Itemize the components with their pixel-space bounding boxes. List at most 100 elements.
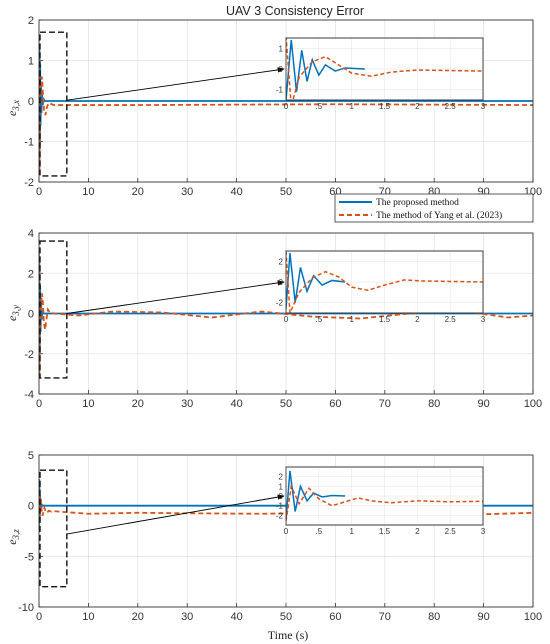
inset-x-tick-label: 2: [415, 527, 420, 536]
inset-y-tick-label: 0: [279, 492, 284, 501]
inset-border: [285, 37, 484, 101]
y-tick-label: 4: [28, 228, 34, 240]
inset-y-tick-label: -2: [276, 299, 284, 308]
inset-series-line-yang: [286, 251, 483, 313]
inset-series-line-yang: [286, 483, 483, 522]
inset-x-tick-label: 3: [481, 527, 486, 536]
axes-frame: [38, 19, 534, 183]
x-tick-label: 90: [477, 611, 489, 623]
chart-title: UAV 3 Consistency Error: [226, 4, 364, 18]
inset-x-tick-label: 0: [284, 527, 289, 536]
ylabel-e3x-base: e: [5, 110, 19, 116]
legend-box: [334, 193, 534, 223]
inset-y-tick-label: 0: [279, 278, 284, 287]
y-tick-label: 5: [28, 450, 34, 462]
ylabel-e3z-base: e: [5, 539, 19, 545]
inset-x-tick-label: 1: [349, 102, 354, 111]
x-tick-label: 20: [132, 611, 144, 623]
inset-series-line-yang: [286, 38, 483, 100]
inset-x-tick-label: 0: [284, 315, 289, 324]
inset-y-tick-label: 2: [279, 257, 284, 266]
ylabel-e3x: e3,x: [5, 100, 21, 116]
series-line-yang: [39, 253, 533, 374]
inset-y-tick-label: 1: [279, 44, 284, 53]
ylabel-e3y-sub: 3,y: [11, 305, 21, 317]
x-tick-label: 80: [428, 398, 440, 410]
y-tick-label: 2: [28, 15, 34, 27]
x-tick-label: 30: [181, 186, 193, 198]
x-axis-label: Time (s): [268, 628, 309, 642]
inset-y-tick-label: -2: [276, 511, 284, 520]
x-tick-label: 40: [230, 611, 242, 623]
x-tick-label: 10: [82, 611, 94, 623]
inset-x-tick-label: .5: [315, 102, 322, 111]
y-tick-label: 0: [28, 501, 34, 513]
y-tick-label: 0: [28, 96, 34, 108]
inset-x-tick-label: 3: [481, 102, 486, 111]
x-tick-label: 0: [36, 186, 42, 198]
inset-x-tick-label: 2: [415, 315, 420, 324]
x-tick-label: 40: [230, 398, 242, 410]
x-tick-label: 100: [524, 398, 542, 410]
x-tick-label: 10: [82, 186, 94, 198]
inset-series-line-proposed: [286, 470, 346, 521]
inset-x-tick-label: 2.5: [445, 102, 457, 111]
inset-border: [285, 250, 484, 314]
x-tick-label: 30: [181, 398, 193, 410]
inset-series-line-proposed: [286, 39, 365, 100]
x-tick-label: 70: [379, 398, 391, 410]
inset-x-tick-label: 3: [481, 315, 486, 324]
inset-x-tick-label: .5: [315, 527, 322, 536]
zoom-arrow: [66, 67, 285, 101]
inset-x-tick-label: 1.5: [379, 102, 391, 111]
y-tick-label: -1: [24, 137, 34, 149]
axes-frame: [38, 232, 534, 395]
zoom-box: [39, 469, 68, 588]
x-tick-label: 0: [36, 611, 42, 623]
inset-y-tick-label: -1: [276, 502, 284, 511]
x-tick-label: 40: [230, 186, 242, 198]
legend: The proposed method The method of Yang e…: [334, 193, 534, 223]
ylabel-e3y-base: e: [5, 315, 19, 321]
ylabel-e3y: e3,y: [5, 305, 21, 321]
y-tick-label: -4: [24, 389, 34, 401]
x-tick-label: 50: [280, 186, 292, 198]
zoom-arrow: [66, 494, 285, 535]
zoom-arrow: [66, 280, 285, 314]
inset-y-tick-label: -1: [276, 86, 284, 95]
zoom-box: [39, 240, 68, 379]
x-tick-label: 60: [329, 611, 341, 623]
legend-label-proposed: The proposed method: [376, 198, 459, 208]
inset-x-tick-label: 2.5: [445, 315, 457, 324]
y-tick-label: -2: [24, 177, 34, 189]
x-tick-label: 0: [36, 398, 42, 410]
inset-y-tick-label: 2: [279, 473, 284, 482]
series-line-yang: [39, 36, 533, 174]
axes-frame: [38, 454, 534, 608]
inset-x-tick-label: 2.5: [445, 527, 457, 536]
inset-x-tick-label: 1: [349, 315, 354, 324]
inset-border: [285, 466, 484, 526]
inset-x-tick-label: .5: [315, 315, 322, 324]
zoom-box: [39, 31, 68, 177]
y-tick-label: 0: [28, 309, 34, 321]
inset-series-line-proposed: [286, 252, 346, 309]
ylabel-e3z-sub: 3,z: [11, 529, 21, 541]
x-tick-label: 30: [181, 611, 193, 623]
x-tick-label: 50: [280, 398, 292, 410]
inset-x-tick-label: 2: [415, 102, 420, 111]
x-tick-label: 90: [477, 398, 489, 410]
x-tick-label: 100: [524, 611, 542, 623]
x-tick-label: 20: [132, 398, 144, 410]
y-tick-label: 2: [28, 268, 34, 280]
inset-x-tick-label: 1: [349, 527, 354, 536]
ylabel-e3z: e3,z: [5, 529, 21, 545]
x-tick-label: 50: [280, 611, 292, 623]
y-tick-label: -5: [24, 551, 34, 563]
inset-x-tick-label: 1.5: [379, 315, 391, 324]
inset-x-tick-label: 1.5: [379, 527, 391, 536]
